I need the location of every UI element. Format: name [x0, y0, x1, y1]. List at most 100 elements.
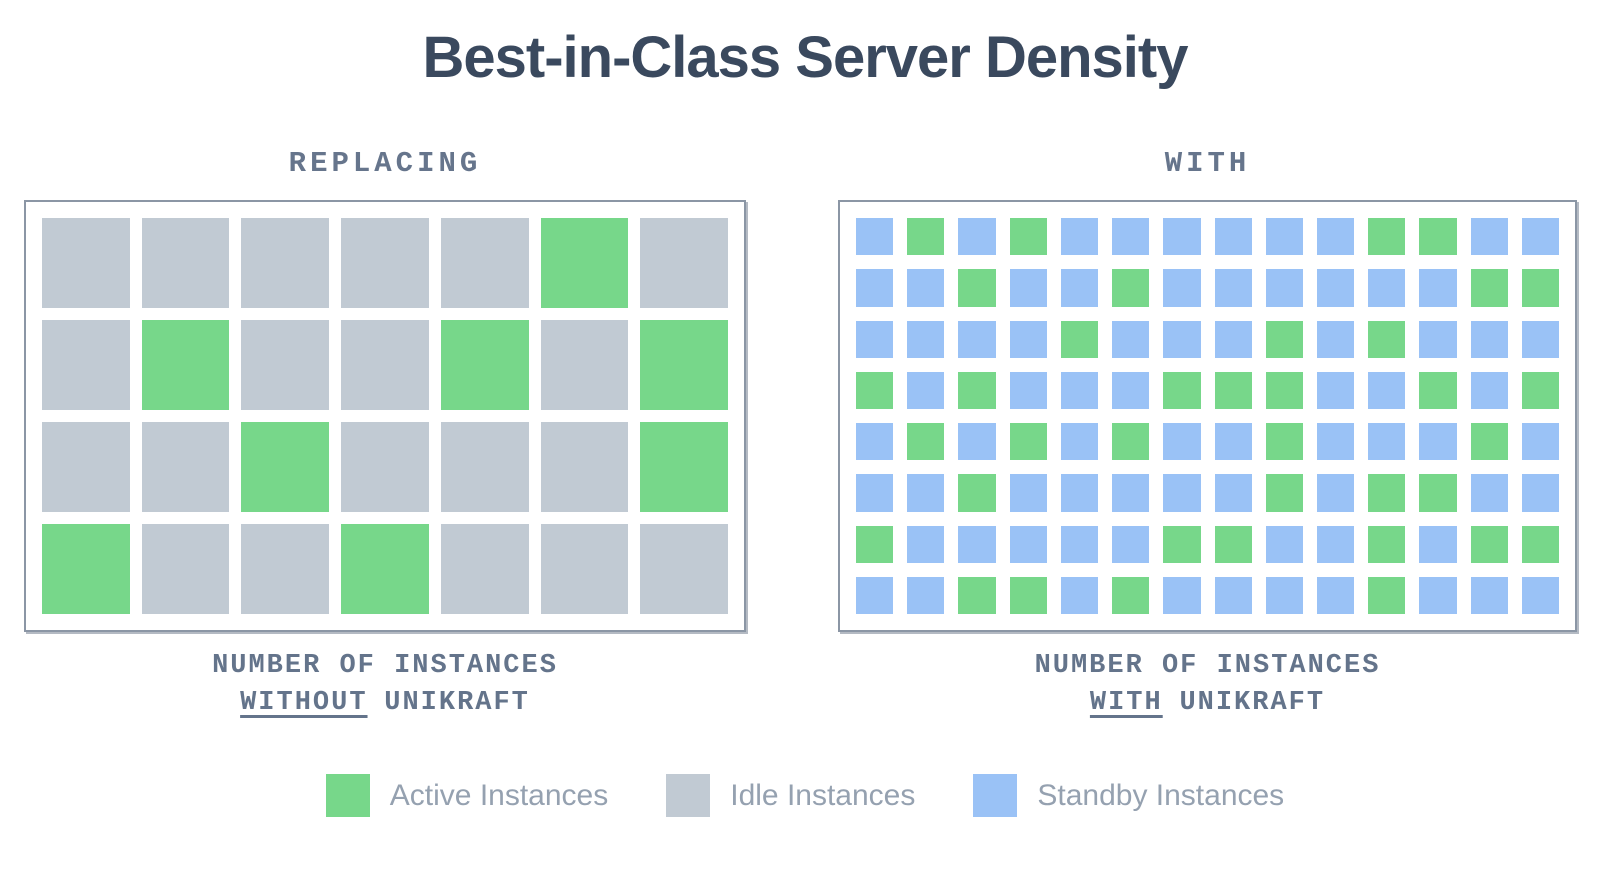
standby-instance-cell	[1368, 371, 1406, 409]
active-instance-cell	[958, 576, 996, 614]
legend-item-idle: Idle Instances	[666, 774, 915, 817]
standby-instance-cell	[907, 269, 945, 307]
idle-instance-cell	[440, 422, 529, 512]
standby-instance-cell	[1265, 576, 1303, 614]
standby-instance-cell	[1214, 269, 1252, 307]
standby-instance-cell	[1112, 320, 1150, 358]
active-instance-cell	[1009, 423, 1047, 461]
standby-instance-cell	[856, 423, 894, 461]
standby-instance-cell	[856, 269, 894, 307]
standby-instance-cell	[1112, 474, 1150, 512]
panel-heading-with: WITH	[1164, 147, 1251, 180]
standby-instance-cell	[1214, 576, 1252, 614]
active-instance-cell	[907, 423, 945, 461]
standby-instance-cell	[1163, 423, 1201, 461]
standby-instance-cell	[856, 576, 894, 614]
panel-caption-without: NUMBER OF INSTANCES WITHOUT UNIKRAFT	[24, 648, 746, 722]
standby-instance-cell	[907, 371, 945, 409]
standby-instance-cell	[1163, 576, 1201, 614]
idle-instance-cell	[640, 524, 728, 614]
page-title: Best-in-Class Server Density	[422, 25, 1189, 90]
idle-instance-cell	[42, 218, 130, 308]
active-instance-cell	[1112, 269, 1150, 307]
caption-line-2: WITHOUT UNIKRAFT	[24, 685, 746, 722]
standby-instance-cell	[1060, 525, 1099, 563]
standby-instance-cell	[1112, 371, 1150, 409]
standby-instance-cell	[1470, 320, 1508, 358]
active-instance-cell	[1214, 525, 1252, 563]
standby-instance-cell	[1112, 218, 1150, 256]
legend: Active Instances Idle Instances Standby …	[0, 774, 1610, 817]
standby-instance-cell	[1316, 320, 1355, 358]
active-instance-cell	[42, 524, 130, 614]
active-instance-cell	[958, 269, 996, 307]
idle-instance-cell	[42, 320, 130, 410]
active-instance-cell	[1368, 525, 1406, 563]
idle-instance-cell	[440, 218, 529, 308]
standby-instance-cell	[1521, 576, 1559, 614]
caption-line-2: WITH UNIKRAFT	[838, 685, 1577, 722]
standby-instance-cell	[1316, 423, 1355, 461]
idle-instance-cell	[141, 422, 230, 512]
standby-instance-cell	[1521, 320, 1559, 358]
legend-item-standby: Standby Instances	[973, 774, 1284, 817]
active-instance-cell	[640, 320, 728, 410]
active-instance-cell	[1521, 525, 1559, 563]
instance-grid-with-unikraft	[838, 200, 1577, 632]
active-instance-cell	[1521, 371, 1559, 409]
idle-instance-cell	[341, 218, 429, 308]
active-instance-cell	[1112, 423, 1150, 461]
idle-instance-cell	[540, 524, 629, 614]
active-instance-cell	[856, 525, 894, 563]
standby-instance-cell	[1163, 269, 1201, 307]
standby-instance-cell	[1163, 320, 1201, 358]
legend-label-standby: Standby Instances	[1037, 778, 1285, 812]
standby-instance-cell	[958, 218, 996, 256]
standby-instance-cell	[1419, 320, 1457, 358]
standby-instance-cell	[1060, 371, 1099, 409]
active-instance-cell	[1060, 320, 1099, 358]
legend-label-idle: Idle Instances	[730, 778, 916, 812]
idle-instance-cell	[42, 422, 130, 512]
standby-instance-cell	[1009, 371, 1047, 409]
idle-instance-cell	[241, 218, 330, 308]
active-instance-cell	[1419, 218, 1457, 256]
active-instance-cell	[1470, 269, 1508, 307]
active-instance-cell	[1470, 423, 1508, 461]
active-instance-cell	[1163, 371, 1201, 409]
panel-heading-replacing: REPLACING	[288, 147, 482, 180]
panel-caption-with: NUMBER OF INSTANCES WITH UNIKRAFT	[838, 648, 1577, 722]
standby-instance-cell	[1163, 218, 1201, 256]
standby-instance-cell	[907, 525, 945, 563]
standby-instance-cell	[1060, 218, 1099, 256]
active-instance-cell	[141, 320, 230, 410]
active-instance-cell	[1419, 474, 1457, 512]
caption-rest: UNIKRAFT	[1179, 688, 1326, 718]
caption-underlined-word: WITH	[1089, 688, 1163, 718]
standby-instance-cell	[1316, 218, 1355, 256]
standby-instance-cell	[1316, 525, 1355, 563]
idle-instance-cell	[241, 320, 330, 410]
standby-instance-cell	[1060, 474, 1099, 512]
standby-instance-cell	[1112, 525, 1150, 563]
active-instance-cell	[1521, 269, 1559, 307]
standby-instance-cell	[1316, 371, 1355, 409]
standby-instance-cell	[1265, 218, 1303, 256]
standby-instance-cell	[1521, 474, 1559, 512]
active-instance-cell	[640, 422, 728, 512]
active-instance-cell	[440, 320, 529, 410]
standby-instance-cell	[1214, 218, 1252, 256]
standby-instance-cell	[1470, 576, 1508, 614]
standby-instance-cell	[1521, 423, 1559, 461]
standby-instance-cell	[1009, 474, 1047, 512]
active-instance-cell	[907, 218, 945, 256]
standby-instance-cell	[1419, 576, 1457, 614]
standby-instance-cell	[1265, 525, 1303, 563]
standby-instance-cell	[958, 525, 996, 563]
standby-instance-cell	[1419, 269, 1457, 307]
caption-line-1: NUMBER OF INSTANCES	[212, 651, 558, 681]
standby-instance-cell	[1060, 269, 1099, 307]
caption-line-1: NUMBER OF INSTANCES	[1034, 651, 1381, 681]
active-instance-cell	[1214, 371, 1252, 409]
